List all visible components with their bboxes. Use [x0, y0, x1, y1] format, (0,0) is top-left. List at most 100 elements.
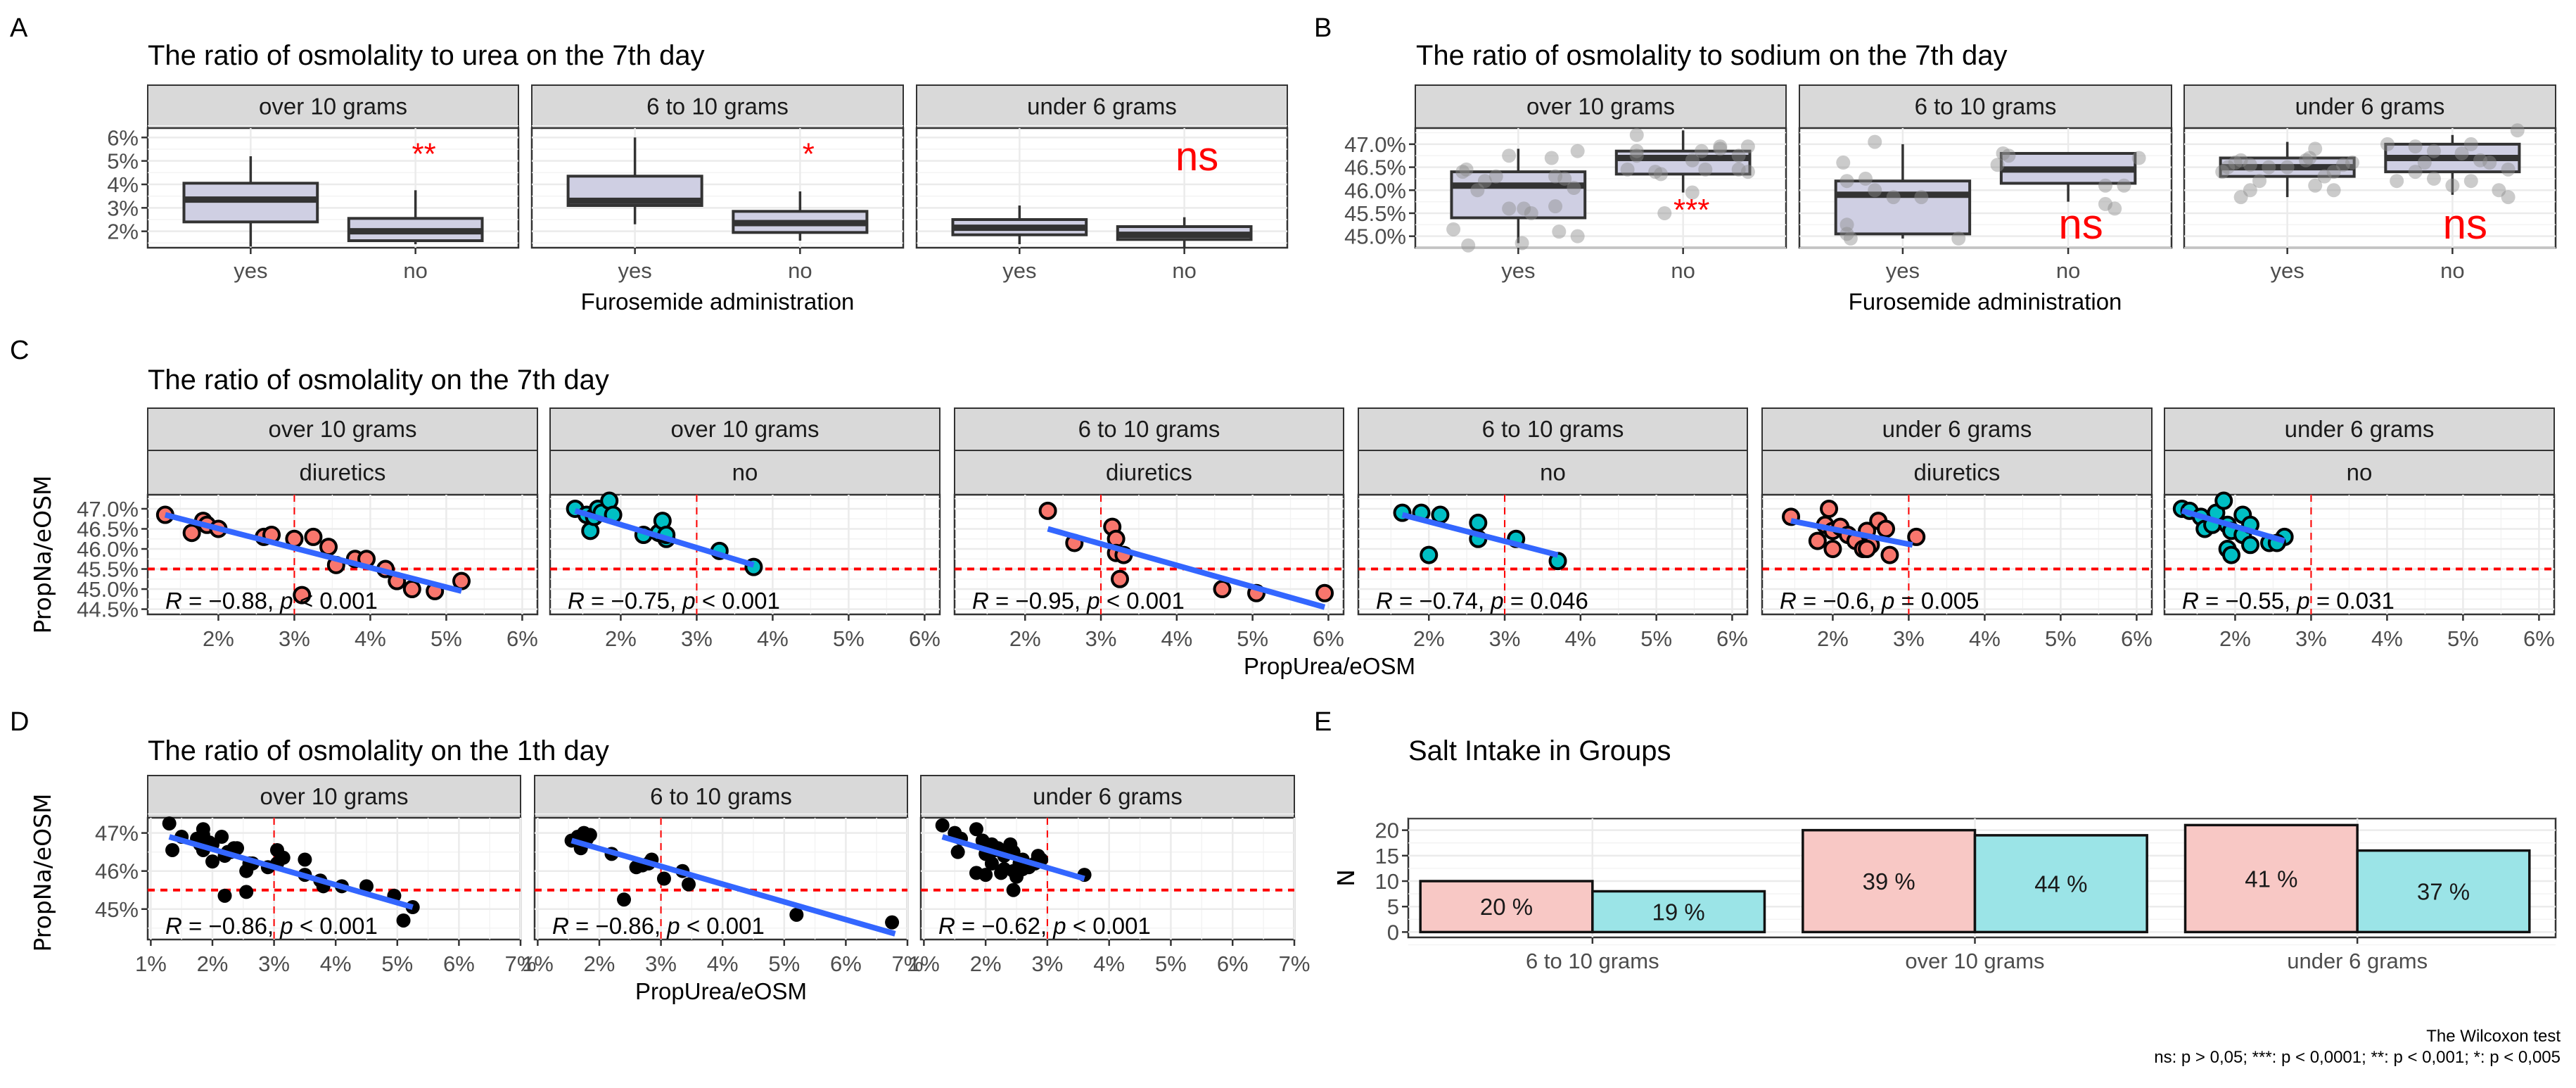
correlation-label: R = −0.74, p = 0.046: [1376, 588, 1588, 614]
data-point: [1038, 501, 1057, 520]
data-point: [582, 828, 597, 842]
jitter-point: [1839, 174, 1854, 189]
jitter-point: [1461, 238, 1476, 253]
y-tick-label: 47.0%: [77, 497, 139, 521]
jitter-point: [2492, 183, 2506, 198]
x-tick-label: 6%: [909, 626, 941, 651]
y-tick-label: 3%: [107, 196, 139, 220]
data-point: [276, 850, 291, 865]
jitter-point: [1740, 139, 1755, 154]
facet-strip: [147, 775, 521, 818]
jitter-point: [2243, 183, 2257, 198]
data-point: [969, 822, 983, 837]
x-tick-label: no: [788, 258, 812, 283]
box-yes: [951, 205, 1088, 244]
panel-letter: D: [10, 707, 29, 737]
y-tick-label: 5%: [107, 149, 139, 174]
jitter-point: [2326, 165, 2341, 179]
x-tick-label: 5%: [2447, 626, 2479, 651]
correlation-label: R = −0.62, p < 0.001: [938, 913, 1151, 939]
x-tick-label: 4%: [1093, 951, 1125, 976]
footnote-title: The Wilcoxon test: [2426, 1027, 2561, 1046]
bar-value-label: 41 %: [2245, 866, 2297, 892]
y-tick-label: 46.0%: [77, 537, 139, 562]
jitter-point: [2308, 141, 2323, 156]
x-tick-label: 5%: [431, 626, 462, 651]
jitter-point: [2408, 165, 2423, 179]
x-tick-label: 6%: [1313, 626, 1344, 651]
jitter-point: [1544, 151, 1559, 165]
data-point: [1808, 531, 1827, 550]
facet-strip: [147, 407, 538, 451]
x-tick-label: 6%: [443, 951, 475, 976]
jitter-point: [1648, 165, 1663, 179]
jitter-point: [1470, 183, 1485, 198]
y-tick-label: 5: [1387, 894, 1399, 919]
significance-label: ns: [1175, 134, 1218, 179]
regression-line: [168, 834, 414, 910]
x-tick-label: 6%: [506, 626, 538, 651]
x-tick-label: no: [1172, 258, 1196, 283]
correlation-label: R = −0.95, p < 0.001: [972, 588, 1185, 614]
data-point: [1907, 527, 1926, 546]
facet-strip-label: over 10 grams: [260, 783, 409, 809]
jitter-point: [1685, 185, 1700, 200]
x-tick-label: 5%: [381, 951, 413, 976]
box-yes: [1446, 144, 1587, 253]
data-point: [452, 571, 471, 590]
panel-b: B The ratio of osmolality to sodium on th…: [1314, 13, 2557, 315]
x-tick-label: 5%: [768, 951, 800, 976]
jitter-point: [1548, 199, 1563, 214]
facet-strip-label: under 6 grams: [2295, 94, 2445, 120]
x-tick-label: yes: [234, 258, 267, 283]
jitter-point: [1996, 146, 2010, 160]
data-point: [1469, 513, 1488, 532]
x-tick-label: 7%: [505, 951, 537, 976]
x-tick-label: 2%: [1009, 626, 1041, 651]
facet-over-10-grams-diuretics: over 10 grams diuretics 2% 3% 4% 5% 6% R = −0.8…: [146, 407, 539, 651]
data-point: [2222, 545, 2241, 564]
regression-line: [1047, 526, 1326, 610]
x-tick-label: 1%: [522, 951, 554, 976]
y-axis-title: N: [1332, 869, 1360, 887]
panel-title: The ratio of osmolality on the 7th day: [148, 365, 609, 396]
y-tick-label: 45.5%: [77, 557, 139, 582]
facet-over-10-grams: over 10 grams yes no ***: [1414, 84, 1787, 283]
x-tick-label: 3%: [2295, 626, 2327, 651]
jitter-point: [1629, 144, 1644, 158]
x-tick-label: 4%: [1161, 626, 1192, 651]
y-tick-label: 46.0%: [1344, 178, 1406, 203]
data-point: [1877, 519, 1896, 538]
jitter-point: [1629, 127, 1644, 142]
jitter-point: [1548, 169, 1563, 184]
correlation-label: R = −0.55, p = 0.031: [2182, 588, 2395, 614]
panel-title: The ratio of osmolality on the 1th day: [148, 735, 609, 766]
facet-strip-label: 6 to 10 grams: [1915, 94, 2057, 120]
jitter-point: [1502, 148, 1517, 163]
jitter-point: [1567, 181, 1581, 195]
panel-title: The ratio of osmolality to urea on the 7…: [148, 40, 705, 71]
jitter-point: [1731, 162, 1746, 177]
facet-strip: [916, 84, 1288, 129]
y-tick-label: 45.0%: [1344, 224, 1406, 249]
data-point: [402, 580, 421, 599]
x-tick-label: no: [2056, 258, 2080, 283]
y-tick-label: 46.5%: [77, 517, 139, 541]
correlation-label: R = −0.86, p < 0.001: [165, 913, 378, 939]
jitter-point: [2228, 156, 2243, 170]
facet-substrip-label: no: [732, 460, 758, 486]
y-tick-label: 0: [1387, 920, 1399, 944]
panel-c: C The ratio of osmolality on the 7th day o…: [10, 336, 2556, 679]
regression-line: [1790, 518, 1913, 548]
data-point: [2241, 536, 2260, 555]
jitter-point: [2380, 137, 2395, 151]
jitter-point: [1713, 139, 1728, 154]
jitter-point: [1524, 205, 1538, 220]
data-point: [1213, 580, 1232, 599]
facet-under-6-grams-no: under 6 grams no 2% 3% 4% 5% 6% R = −0.55, p = …: [2163, 407, 2556, 651]
facet-substrip: [147, 450, 538, 495]
facet-under-6-grams: under 6 grams yes no ns: [915, 84, 1289, 283]
x-tick-label: 2%: [1817, 626, 1849, 651]
jitter-point: [1654, 167, 1669, 182]
facet-strip-label: under 6 grams: [1882, 416, 2032, 442]
